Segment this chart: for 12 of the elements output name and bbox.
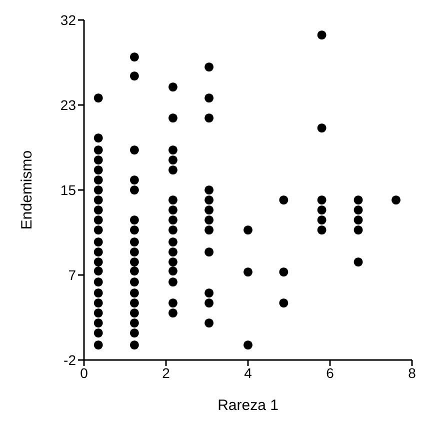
x-tick-label: 8 [408, 364, 416, 381]
y-tick-label: 15 [60, 182, 76, 198]
x-tick-label: 0 [80, 364, 88, 381]
y-axis-title: Endemismo [18, 150, 36, 230]
y-tick-label: 32 [60, 12, 76, 28]
x-tick-label: 6 [326, 364, 334, 381]
y-tick-label: 7 [68, 266, 76, 283]
x-axis-title: Rareza 1 [218, 397, 278, 414]
x-tick-label: 2 [162, 364, 170, 381]
y-tick-label: -2 [64, 352, 76, 368]
y-tick-label: 23 [60, 96, 76, 113]
x-tick-label: 4 [244, 364, 252, 381]
